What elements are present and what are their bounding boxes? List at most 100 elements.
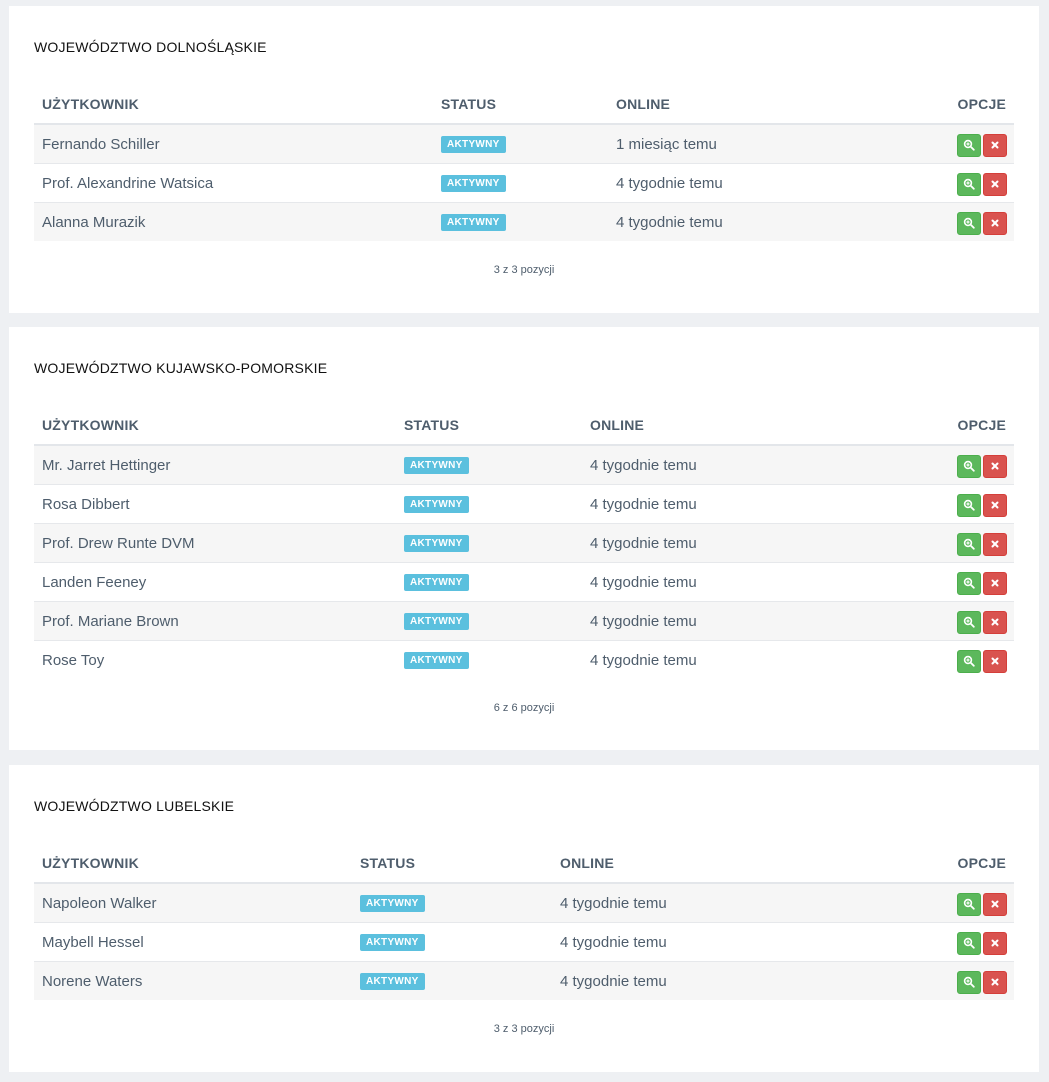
delete-button[interactable] [983, 134, 1007, 157]
user-name: Alanna Murazik [42, 214, 146, 231]
user-name: Fernando Schiller [42, 136, 160, 153]
view-button[interactable] [957, 455, 981, 478]
view-button[interactable] [957, 932, 981, 955]
table-body: Mr. Jarret Hettinger AKTYWNY 4 tygodnie te… [34, 446, 1014, 679]
user-name: Rosa Dibbert [42, 496, 130, 513]
table-header: UŻYTKOWNIK STATUS ONLINE OPCJE [34, 86, 1014, 125]
status-badge: AKTYWNY [404, 535, 469, 552]
view-button[interactable] [957, 650, 981, 673]
view-button[interactable] [957, 494, 981, 517]
delete-button[interactable] [983, 893, 1007, 916]
last-online: 1 miesiąc temu [616, 136, 717, 153]
last-online: 4 tygodnie temu [616, 175, 723, 192]
column-header-online: ONLINE [560, 855, 615, 871]
delete-button[interactable] [983, 971, 1007, 994]
delete-button[interactable] [983, 572, 1007, 595]
last-online: 4 tygodnie temu [590, 535, 697, 552]
last-online: 4 tygodnie temu [590, 574, 697, 591]
status-badge: AKTYWNY [404, 496, 469, 513]
user-name: Prof. Drew Runte DVM [42, 535, 195, 552]
table-row: Prof. Mariane Brown AKTYWNY 4 tygodnie tem… [34, 602, 1014, 641]
panel-lubelskie: WOJEWÓDZTWO LUBELSKIE UŻYTKOWNIK STATUS … [9, 765, 1039, 1072]
column-header-user: UŻYTKOWNIK [42, 96, 139, 112]
column-header-user: UŻYTKOWNIK [42, 417, 139, 433]
view-button[interactable] [957, 212, 981, 235]
view-button[interactable] [957, 533, 981, 556]
view-button[interactable] [957, 611, 981, 634]
view-button[interactable] [957, 173, 981, 196]
table-row: Landen Feeney AKTYWNY 4 tygodnie temu [34, 563, 1014, 602]
last-online: 4 tygodnie temu [590, 613, 697, 630]
status-badge: AKTYWNY [441, 175, 506, 192]
delete-button[interactable] [983, 173, 1007, 196]
users-table: UŻYTKOWNIK STATUS ONLINE OPCJE Fernando … [34, 86, 1014, 241]
status-badge: AKTYWNY [360, 895, 425, 912]
view-button[interactable] [957, 134, 981, 157]
last-online: 4 tygodnie temu [616, 214, 723, 231]
pagination-info: 6 z 6 pozycji [493, 702, 555, 714]
last-online: 4 tygodnie temu [590, 457, 697, 474]
user-name: Napoleon Walker [42, 895, 157, 912]
users-table: UŻYTKOWNIK STATUS ONLINE OPCJE Napoleon … [34, 845, 1014, 1000]
status-badge: AKTYWNY [404, 574, 469, 591]
panel-dolnoslaskie: WOJEWÓDZTWO DOLNOŚLĄSKIE UŻYTKOWNIK STAT… [9, 6, 1039, 313]
status-badge: AKTYWNY [404, 457, 469, 474]
status-badge: AKTYWNY [360, 934, 425, 951]
user-name: Prof. Mariane Brown [42, 613, 179, 630]
column-header-options: OPCJE [957, 417, 1006, 433]
table-row: Napoleon Walker AKTYWNY 4 tygodnie temu [34, 884, 1014, 923]
column-header-status: STATUS [360, 855, 416, 871]
panel-kujawsko-pomorskie: WOJEWÓDZTWO KUJAWSKO-POMORSKIE UŻYTKOWNI… [9, 327, 1039, 750]
table-body: Napoleon Walker AKTYWNY 4 tygodnie temu May… [34, 884, 1014, 1000]
user-name: Prof. Alexandrine Watsica [42, 175, 214, 192]
user-name: Norene Waters [42, 973, 143, 990]
panel-title: WOJEWÓDZTWO KUJAWSKO-POMORSKIE [34, 360, 328, 376]
table-row: Prof. Alexandrine Watsica AKTYWNY 4 tygodn… [34, 164, 1014, 203]
status-badge: AKTYWNY [441, 214, 506, 231]
view-button[interactable] [957, 971, 981, 994]
user-name: Landen Feeney [42, 574, 147, 591]
view-button[interactable] [957, 572, 981, 595]
users-table: UŻYTKOWNIK STATUS ONLINE OPCJE Mr. Jarre… [34, 407, 1014, 679]
table-row: Rosa Dibbert AKTYWNY 4 tygodnie temu [34, 485, 1014, 524]
delete-button[interactable] [983, 932, 1007, 955]
table-row: Mr. Jarret Hettinger AKTYWNY 4 tygodnie te… [34, 446, 1014, 485]
table-body: Fernando Schiller AKTYWNY 1 miesiąc temu Pr… [34, 125, 1014, 241]
table-row: Maybell Hessel AKTYWNY 4 tygodnie temu [34, 923, 1014, 962]
delete-button[interactable] [983, 455, 1007, 478]
column-header-online: ONLINE [590, 417, 645, 433]
table-header: UŻYTKOWNIK STATUS ONLINE OPCJE [34, 407, 1014, 446]
user-name: Mr. Jarret Hettinger [42, 457, 171, 474]
table-header: UŻYTKOWNIK STATUS ONLINE OPCJE [34, 845, 1014, 884]
table-row: Rose Toy AKTYWNY 4 tygodnie temu [34, 641, 1014, 679]
status-badge: AKTYWNY [441, 136, 506, 153]
last-online: 4 tygodnie temu [590, 652, 697, 669]
status-badge: AKTYWNY [404, 652, 469, 669]
delete-button[interactable] [983, 212, 1007, 235]
column-header-online: ONLINE [616, 96, 671, 112]
table-row: Fernando Schiller AKTYWNY 1 miesiąc temu [34, 125, 1014, 164]
status-badge: AKTYWNY [360, 973, 425, 990]
status-badge: AKTYWNY [404, 613, 469, 630]
column-header-status: STATUS [441, 96, 497, 112]
panel-title: WOJEWÓDZTWO LUBELSKIE [34, 798, 235, 814]
user-name: Rose Toy [42, 652, 105, 669]
delete-button[interactable] [983, 650, 1007, 673]
delete-button[interactable] [983, 533, 1007, 556]
panel-title: WOJEWÓDZTWO DOLNOŚLĄSKIE [34, 39, 267, 55]
last-online: 4 tygodnie temu [560, 895, 667, 912]
last-online: 4 tygodnie temu [560, 973, 667, 990]
column-header-status: STATUS [404, 417, 460, 433]
table-row: Alanna Murazik AKTYWNY 4 tygodnie temu [34, 203, 1014, 241]
view-button[interactable] [957, 893, 981, 916]
column-header-options: OPCJE [957, 96, 1006, 112]
table-row: Norene Waters AKTYWNY 4 tygodnie temu [34, 962, 1014, 1000]
pagination-info: 3 z 3 pozycji [493, 1023, 555, 1035]
delete-button[interactable] [983, 611, 1007, 634]
pagination-info: 3 z 3 pozycji [493, 264, 555, 276]
column-header-user: UŻYTKOWNIK [42, 855, 139, 871]
user-name: Maybell Hessel [42, 934, 144, 951]
last-online: 4 tygodnie temu [560, 934, 667, 951]
last-online: 4 tygodnie temu [590, 496, 697, 513]
delete-button[interactable] [983, 494, 1007, 517]
